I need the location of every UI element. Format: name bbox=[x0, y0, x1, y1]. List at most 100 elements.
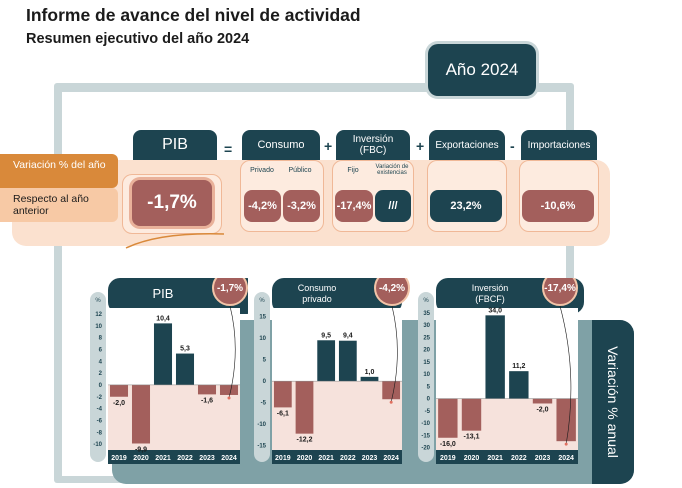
tick-label: 10 bbox=[95, 324, 102, 330]
bar bbox=[485, 315, 505, 399]
tick-label: 30 bbox=[423, 323, 430, 329]
data-label: -2,0 bbox=[536, 406, 548, 413]
inversion-sub-fijo: Fijo bbox=[347, 167, 359, 174]
axis-strip bbox=[90, 292, 106, 462]
percent-label: % bbox=[259, 298, 265, 304]
chart-consumo: % 15 10 5 0 -5 -10 -15 -6,1 2019 -12,2 2020 9,5 2021 9… bbox=[252, 270, 410, 468]
data-label: 1,0 bbox=[365, 369, 375, 376]
category-label: 2020 bbox=[297, 455, 313, 462]
tick-label: 20 bbox=[423, 348, 430, 354]
equals-sign: = bbox=[224, 141, 233, 157]
data-label: -2,0 bbox=[113, 400, 125, 407]
tick-label: -8 bbox=[97, 430, 103, 436]
category-label: 2021 bbox=[487, 455, 503, 462]
inversion-label-2: (FBC) bbox=[359, 145, 387, 156]
year-badge: Año 2024 bbox=[428, 44, 536, 96]
chart-svg: % 35 30 25 20 15 10 5 0 -5 -10 -15 -20 -16,0 2019 -13,1… bbox=[418, 270, 584, 464]
plot-negative-area bbox=[436, 398, 578, 450]
category-label: 2019 bbox=[111, 455, 127, 462]
consumo-sub-privado: Privado bbox=[250, 167, 274, 174]
chart-svg: % 12 10 8 6 4 2 0 -2 -4 -6 -8 -10 -2,0 2019 -9,9 2020 10,… bbox=[90, 270, 258, 464]
badge-value: -4,2% bbox=[379, 283, 405, 294]
data-label: -12,2 bbox=[297, 437, 313, 444]
connector-line bbox=[559, 305, 572, 445]
data-label: -9,9 bbox=[135, 446, 147, 453]
connector-dot bbox=[227, 396, 231, 400]
side-panel bbox=[592, 320, 634, 484]
bar bbox=[509, 371, 529, 399]
side-label: Variación % anual bbox=[590, 320, 636, 484]
plot-positive-area bbox=[272, 308, 402, 382]
data-label: -1,6 bbox=[201, 397, 213, 404]
connector-line bbox=[390, 305, 398, 403]
row-label-annual: Variación % del año bbox=[0, 154, 118, 188]
tick-label: 0 bbox=[427, 397, 431, 403]
tick-label: -5 bbox=[261, 401, 267, 407]
category-strip bbox=[108, 450, 240, 464]
tick-label: -4 bbox=[97, 407, 103, 413]
plot-positive-area bbox=[108, 308, 240, 385]
tick-label: -20 bbox=[421, 446, 430, 452]
pib-header: PIB bbox=[133, 130, 217, 160]
tick-label: -10 bbox=[93, 442, 102, 448]
side-label-text: Variación % anual bbox=[605, 346, 621, 458]
bar bbox=[338, 340, 357, 382]
bar bbox=[131, 384, 151, 444]
tick-label: 2 bbox=[99, 371, 103, 377]
axis-strip bbox=[254, 292, 270, 462]
consumo-header: Consumo bbox=[242, 130, 320, 160]
pib-value: -1,7% bbox=[132, 180, 212, 226]
bar bbox=[273, 381, 292, 408]
category-label: 2019 bbox=[440, 455, 456, 462]
exportaciones-header: Exportaciones bbox=[429, 130, 505, 160]
chart-header bbox=[272, 278, 402, 314]
data-label: -16,0 bbox=[440, 441, 456, 448]
bar bbox=[153, 323, 173, 385]
chart-pib: % 12 10 8 6 4 2 0 -2 -4 -6 -8 -10 -2,0 2019 -9,9 2020 10,… bbox=[88, 270, 258, 468]
connector-dot bbox=[564, 442, 568, 446]
tick-label: 5 bbox=[427, 384, 431, 390]
bar bbox=[360, 376, 379, 382]
tick-label: 10 bbox=[259, 336, 266, 342]
row-label-previous: Respecto al año anterior bbox=[0, 188, 118, 222]
page-title: Informe de avance del nivel de actividad bbox=[26, 5, 361, 25]
consumo-publico-value: -3,2% bbox=[283, 190, 320, 222]
category-label: 2022 bbox=[511, 455, 527, 462]
tick-label: -10 bbox=[421, 421, 430, 427]
tick-label: 0 bbox=[263, 379, 267, 385]
tick-label: 25 bbox=[423, 335, 430, 341]
category-label: 2021 bbox=[155, 455, 171, 462]
category-label: 2019 bbox=[275, 455, 291, 462]
category-label: 2023 bbox=[535, 455, 551, 462]
tick-label: 10 bbox=[423, 372, 430, 378]
inversion-header: Inversión (FBC) bbox=[336, 130, 410, 160]
minus-sign: - bbox=[510, 138, 515, 154]
consumo-sub-publico: Público bbox=[288, 167, 312, 174]
bar bbox=[461, 398, 482, 431]
category-label: 2024 bbox=[221, 455, 237, 462]
consumo-privado-value: -4,2% bbox=[244, 190, 281, 222]
data-label: 9,4 bbox=[343, 333, 353, 340]
chart-title: Inversión bbox=[472, 283, 509, 293]
bar bbox=[219, 384, 239, 395]
bar bbox=[109, 384, 129, 397]
plus-sign-1: + bbox=[324, 138, 333, 154]
chart-title-line2: privado bbox=[302, 294, 332, 304]
category-label: 2024 bbox=[383, 455, 399, 462]
badge-value: -1,7% bbox=[217, 283, 243, 294]
swoosh-decoration bbox=[125, 233, 225, 249]
plot-positive-area bbox=[436, 308, 578, 399]
data-label: 9,5 bbox=[321, 332, 331, 339]
category-strip bbox=[436, 450, 578, 464]
tick-label: 4 bbox=[99, 359, 103, 365]
category-label: 2023 bbox=[362, 455, 378, 462]
connector-line bbox=[228, 305, 236, 399]
bar bbox=[317, 340, 336, 382]
inversion-label: Inversión bbox=[352, 134, 394, 145]
tick-label: -5 bbox=[425, 409, 431, 415]
percent-label: % bbox=[95, 298, 101, 304]
connector-dot bbox=[389, 400, 393, 404]
tick-label: -6 bbox=[97, 418, 103, 424]
tick-label: 6 bbox=[99, 347, 103, 353]
category-label: 2023 bbox=[199, 455, 215, 462]
